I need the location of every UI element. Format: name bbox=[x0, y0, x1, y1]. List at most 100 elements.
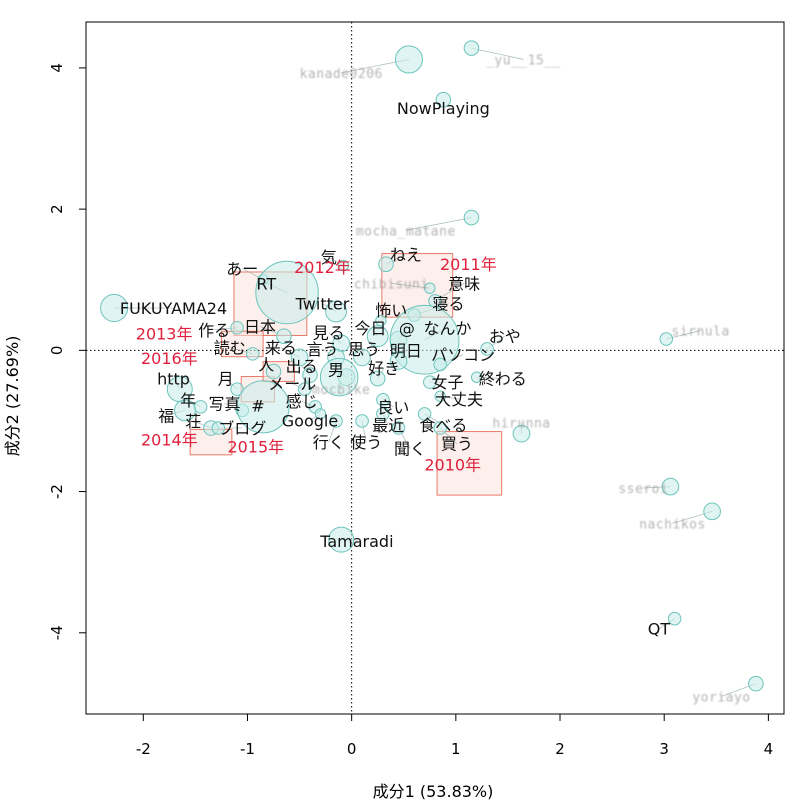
bubble-point bbox=[703, 502, 721, 521]
word-label: FUKUYAMA24 bbox=[120, 299, 227, 318]
bubble-point bbox=[100, 293, 129, 323]
word-label: 意味 bbox=[448, 274, 480, 293]
bubble-point bbox=[480, 342, 494, 356]
word-label: 感じ bbox=[286, 392, 318, 411]
bubble-point bbox=[417, 407, 432, 421]
bubble-point bbox=[302, 367, 318, 383]
bubble-point bbox=[435, 91, 452, 108]
word-label: 最近 bbox=[372, 416, 404, 435]
x-axis-label: 成分1 (53.83%) bbox=[373, 782, 494, 800]
bubble-point bbox=[366, 325, 389, 348]
bubble-point bbox=[463, 40, 480, 56]
axes: -2 -1 0 1 2 3 4 -4 -2 0 2 4 bbox=[48, 21, 785, 758]
word-label: 出る bbox=[286, 357, 318, 376]
word-label: 日本 bbox=[244, 317, 276, 336]
x-tick-label: 2 bbox=[555, 740, 565, 758]
bubble-point bbox=[328, 526, 355, 553]
word-label: 食べる bbox=[419, 416, 467, 435]
word-label: 福 bbox=[158, 406, 174, 425]
word-label: 明日 bbox=[390, 341, 422, 360]
word-label: メール bbox=[268, 375, 316, 394]
blurred-user-label: mocbike bbox=[312, 383, 370, 398]
blurred-user-label: kanade0206 bbox=[300, 67, 383, 82]
bubble-point bbox=[353, 348, 371, 367]
word-label: 月 bbox=[218, 370, 234, 389]
year-label: 2011年 bbox=[440, 255, 497, 274]
word-label: 終わる bbox=[479, 370, 527, 389]
word-label: 使う bbox=[350, 433, 382, 452]
bubble-point bbox=[255, 260, 319, 325]
leader-line bbox=[471, 47, 524, 60]
plot-frame bbox=[85, 21, 785, 715]
word-label: なんか bbox=[423, 319, 471, 338]
bubble-point bbox=[355, 414, 369, 428]
word-label: 写真 bbox=[209, 394, 241, 413]
bubble-point bbox=[298, 382, 312, 396]
word-label: 男 bbox=[328, 360, 344, 379]
bubble-point bbox=[470, 371, 483, 383]
bubble-point bbox=[512, 424, 531, 443]
bubble-point bbox=[661, 477, 680, 496]
word-label: Google bbox=[282, 411, 338, 430]
x-tick-label: 4 bbox=[764, 740, 774, 758]
bubble-point bbox=[394, 45, 423, 74]
word-label: # bbox=[251, 396, 264, 415]
x-tick-label: 0 bbox=[347, 740, 357, 758]
word-label: ねえ bbox=[390, 245, 422, 264]
blurred-user-label: hirunna bbox=[492, 416, 550, 431]
word-label: 好き bbox=[368, 359, 400, 378]
word-label: NowPlaying bbox=[397, 99, 490, 118]
y-axis-label: 成分2 (27.69%) bbox=[3, 336, 22, 457]
bubble-point bbox=[337, 259, 350, 272]
word-label: 怖い bbox=[375, 301, 407, 320]
word-label: 人 bbox=[258, 355, 274, 374]
bubble-point bbox=[433, 357, 447, 372]
year-label: 2014年 bbox=[141, 430, 198, 449]
word-label: パソコン bbox=[431, 346, 495, 365]
y-tick-label: 0 bbox=[48, 346, 66, 356]
year-label: 2010年 bbox=[424, 456, 481, 475]
word-label: 今日 bbox=[354, 319, 386, 338]
blurred-user-label: _yu__15__ bbox=[486, 53, 561, 68]
word-label: 大丈夫 bbox=[435, 390, 483, 409]
word-label: QT bbox=[648, 620, 671, 639]
bubble-point bbox=[423, 375, 437, 389]
bubble-point bbox=[314, 408, 327, 420]
bubble-point bbox=[748, 675, 764, 692]
bubble-point bbox=[325, 300, 347, 323]
word-label: 見る bbox=[313, 324, 345, 343]
x-tick-label: 3 bbox=[659, 740, 669, 758]
bubble-point bbox=[329, 414, 343, 428]
bubble-point bbox=[265, 363, 282, 380]
year-box-0 bbox=[436, 431, 503, 496]
word-label: あー bbox=[226, 259, 258, 278]
x-tick-label: -1 bbox=[240, 740, 255, 758]
word-label: 行く bbox=[313, 433, 345, 452]
blurred-user-label: mocha_matane bbox=[356, 224, 456, 239]
blurred-user-label: sirnula bbox=[672, 325, 730, 340]
bubble-point bbox=[290, 348, 309, 367]
bubble-point bbox=[433, 421, 447, 435]
word-label: 良い bbox=[377, 398, 409, 417]
bubble-point bbox=[376, 407, 390, 421]
word-label: http bbox=[157, 370, 190, 389]
bubble-point bbox=[211, 421, 226, 435]
word-label: @ bbox=[399, 319, 415, 338]
blurred-user-label: chibisuni bbox=[354, 277, 429, 292]
bubble-point bbox=[319, 357, 359, 397]
y-tick-label: -4 bbox=[48, 625, 66, 640]
blurred-user-label: nachikos bbox=[639, 517, 706, 532]
year-label: 2012年 bbox=[294, 258, 351, 277]
word-label: Tamaradi bbox=[319, 532, 393, 551]
word-label: 言う bbox=[306, 340, 338, 359]
bubble-point bbox=[245, 347, 260, 361]
bubble-point bbox=[369, 370, 386, 387]
word-label: 聞く bbox=[394, 439, 426, 458]
word-label: 作る bbox=[198, 321, 230, 340]
word-label: おや bbox=[489, 327, 521, 346]
word-label: ブログ bbox=[218, 419, 266, 438]
word-label: 年 bbox=[180, 391, 196, 410]
blurred-user-label: sseroi bbox=[618, 482, 668, 497]
